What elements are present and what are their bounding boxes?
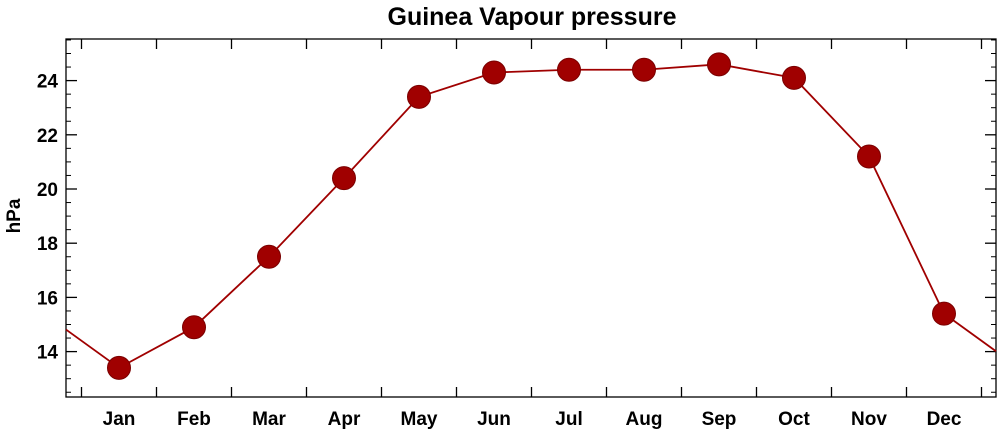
axes: 14 16 18 20 22 24 Jan Feb Mar Apr May Jun Jul Aug Sep O… bbox=[37, 39, 996, 430]
x-tick-label: Jan bbox=[103, 409, 136, 430]
x-tick-label: Aug bbox=[626, 409, 663, 430]
series-line bbox=[65, 63, 997, 369]
data-point bbox=[782, 65, 806, 90]
y-tick-label: 24 bbox=[37, 72, 59, 93]
chart-title: Guinea Vapour pressure bbox=[388, 3, 677, 31]
x-tick-label: Sep bbox=[702, 409, 737, 430]
data-point bbox=[707, 52, 731, 77]
y-tick-label: 18 bbox=[37, 234, 58, 255]
x-tick-label: May bbox=[401, 409, 438, 430]
x-tick-label: Nov bbox=[851, 409, 887, 430]
data-point bbox=[557, 57, 581, 82]
series bbox=[65, 52, 997, 380]
data-point bbox=[632, 57, 656, 82]
data-point bbox=[857, 144, 881, 169]
x-tick-label: Dec bbox=[927, 409, 962, 430]
data-point bbox=[182, 315, 206, 340]
y-tick-label: 16 bbox=[37, 288, 58, 309]
y-tick-label: 14 bbox=[37, 343, 59, 364]
data-point bbox=[932, 301, 956, 326]
y-axis-label: hPa bbox=[4, 198, 25, 233]
data-point bbox=[257, 244, 281, 269]
x-tick-label: Apr bbox=[328, 409, 361, 430]
data-point bbox=[482, 60, 506, 85]
x-tick-label: Oct bbox=[778, 409, 810, 430]
x-tick-label: Jun bbox=[477, 409, 511, 430]
x-tick-label: Jul bbox=[555, 409, 582, 430]
plot-frame bbox=[65, 38, 997, 398]
data-point bbox=[407, 84, 431, 109]
x-tick-label: Feb bbox=[177, 409, 211, 430]
data-point bbox=[332, 166, 356, 191]
y-tick-label: 20 bbox=[37, 180, 58, 201]
x-tick-label: Mar bbox=[252, 409, 286, 430]
data-point bbox=[107, 355, 131, 380]
y-tick-label: 22 bbox=[37, 126, 58, 147]
